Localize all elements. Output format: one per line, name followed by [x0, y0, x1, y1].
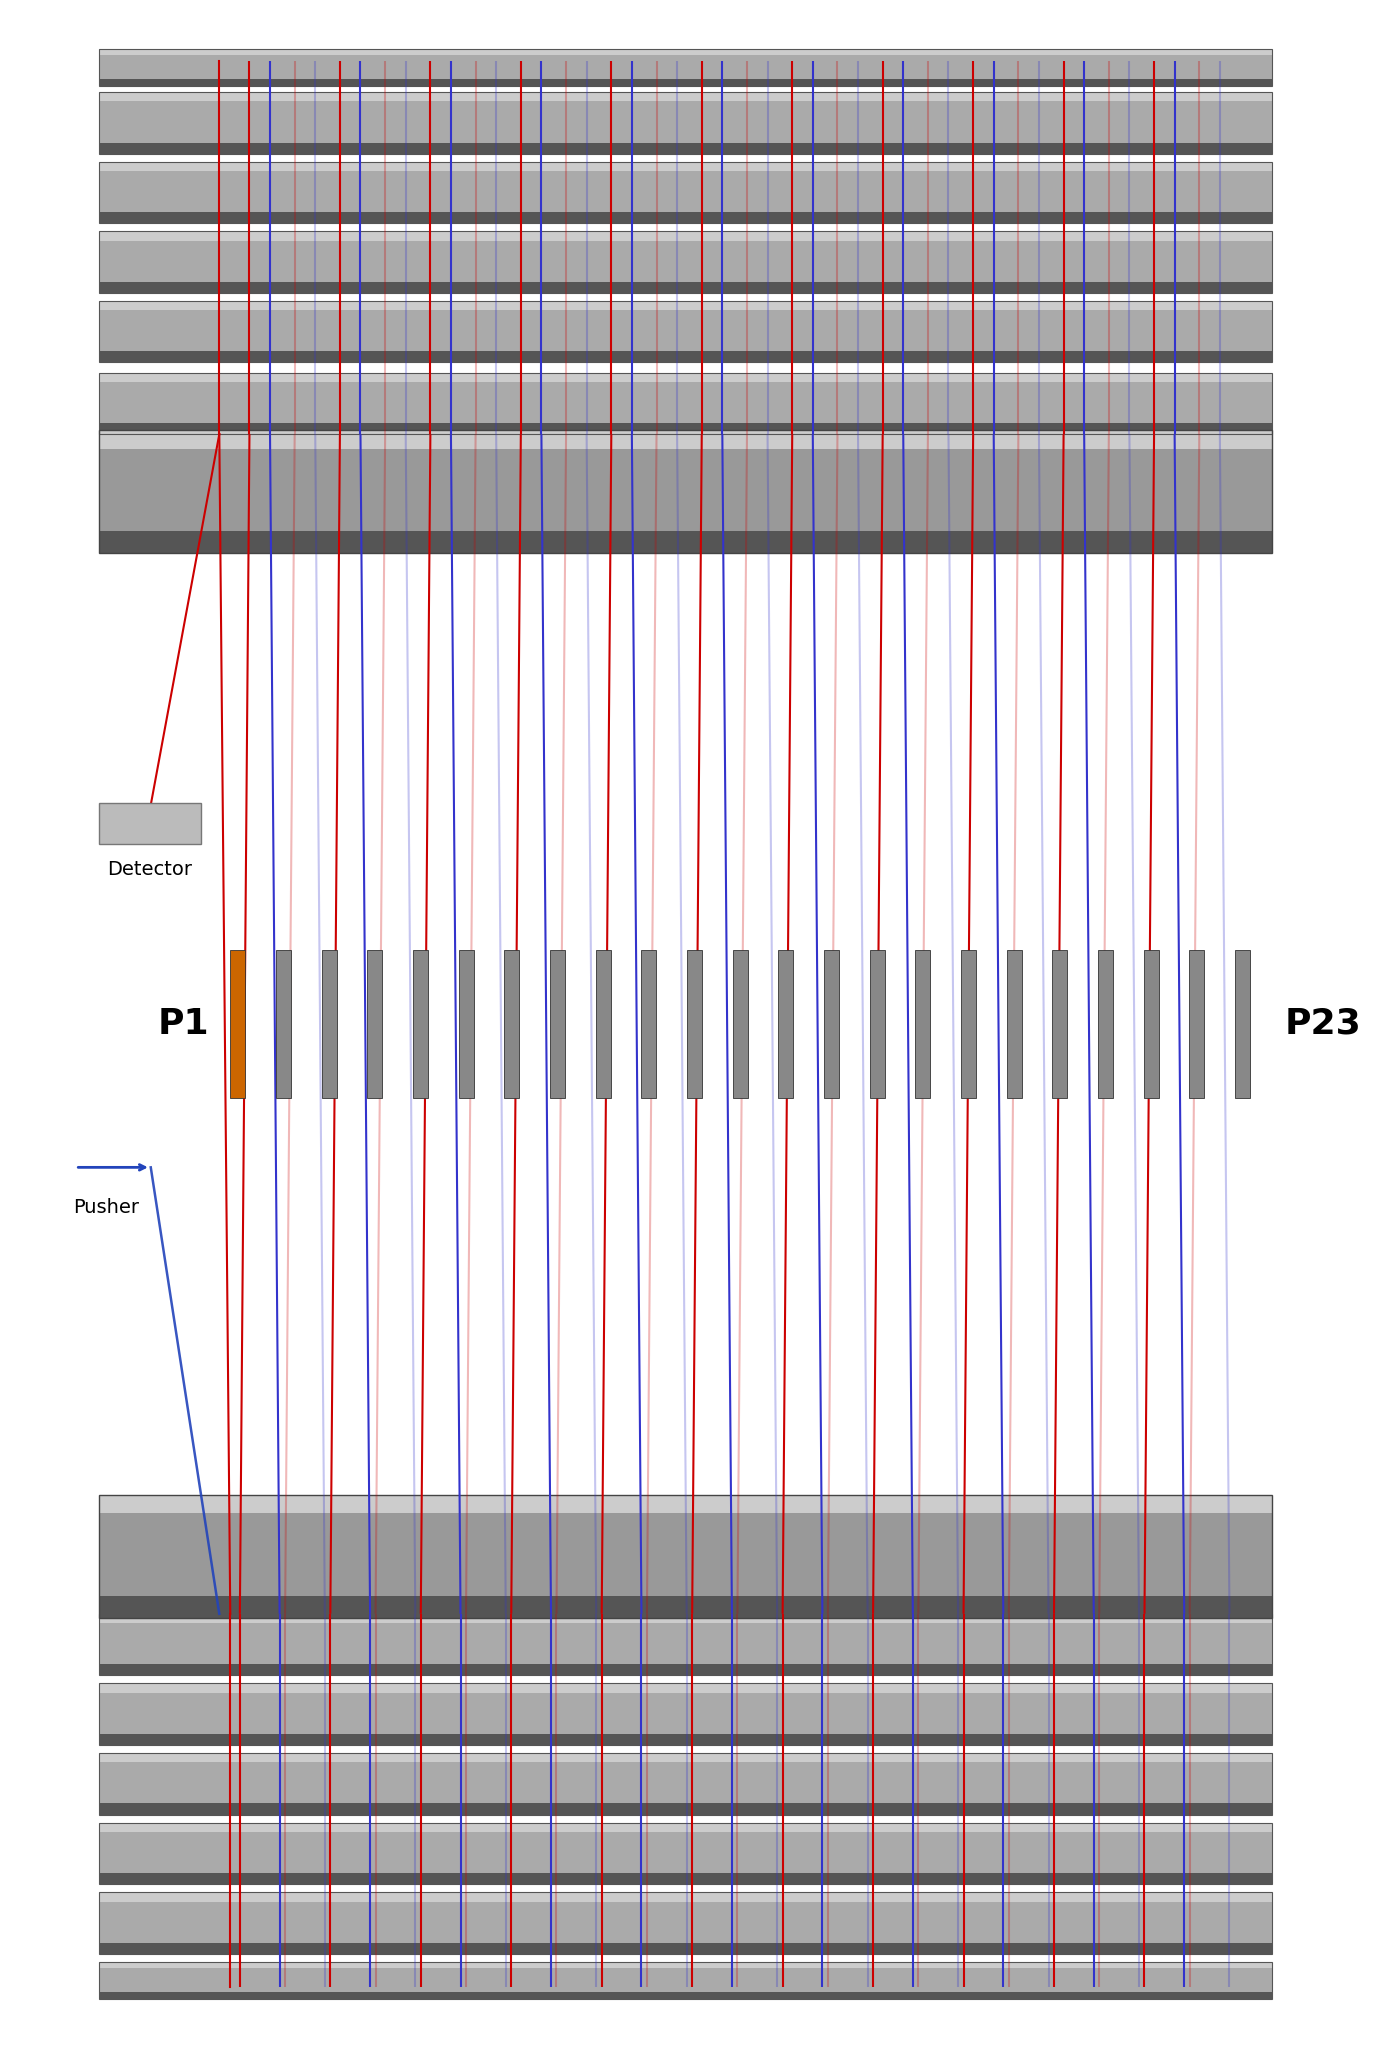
Bar — [99, 530, 1272, 553]
Bar — [99, 301, 1272, 362]
Bar — [99, 1892, 1272, 1954]
Text: P23: P23 — [1285, 1008, 1361, 1040]
Bar — [99, 1804, 1272, 1815]
Bar — [596, 950, 611, 1098]
Bar — [230, 950, 246, 1098]
Bar — [99, 1892, 1272, 1954]
Bar — [915, 950, 930, 1098]
Bar — [824, 950, 839, 1098]
Bar — [322, 950, 337, 1098]
Bar — [960, 950, 976, 1098]
Bar — [551, 950, 564, 1098]
Bar — [99, 231, 1272, 240]
Bar — [99, 92, 1272, 100]
Bar — [99, 162, 1272, 223]
Bar — [99, 1614, 1272, 1675]
Bar — [99, 1753, 1272, 1761]
Bar — [99, 1962, 1272, 1999]
Bar — [99, 1683, 1272, 1745]
Bar — [733, 950, 748, 1098]
Bar — [276, 950, 291, 1098]
Bar — [99, 1665, 1272, 1675]
Bar — [99, 430, 1272, 553]
Bar — [458, 950, 473, 1098]
Bar — [99, 1944, 1272, 1954]
Bar — [99, 1735, 1272, 1745]
Bar — [99, 92, 1272, 154]
Bar — [99, 1495, 1272, 1618]
Bar — [99, 283, 1272, 293]
Bar — [99, 301, 1272, 309]
Bar — [99, 49, 1272, 86]
Bar — [99, 803, 201, 844]
Bar — [778, 950, 794, 1098]
Bar — [99, 1874, 1272, 1884]
Bar — [99, 373, 1272, 434]
Bar — [1144, 950, 1159, 1098]
Bar — [99, 352, 1272, 362]
Bar — [99, 143, 1272, 154]
Bar — [99, 1595, 1272, 1618]
Bar — [1235, 950, 1250, 1098]
Bar — [99, 1892, 1272, 1901]
Bar — [99, 1495, 1272, 1618]
Bar — [99, 213, 1272, 223]
Bar — [1190, 950, 1205, 1098]
Bar — [1053, 950, 1067, 1098]
Bar — [367, 950, 382, 1098]
Bar — [99, 1962, 1272, 1999]
Bar — [99, 430, 1272, 553]
Bar — [99, 373, 1272, 434]
Bar — [99, 1614, 1272, 1675]
Bar — [99, 1993, 1272, 1999]
Bar — [99, 373, 1272, 381]
Bar — [99, 1683, 1272, 1692]
Bar — [99, 301, 1272, 362]
Bar — [99, 231, 1272, 293]
Bar — [99, 162, 1272, 223]
Bar — [99, 1683, 1272, 1745]
Bar — [99, 430, 1272, 449]
Bar — [1006, 950, 1021, 1098]
Text: Detector: Detector — [108, 860, 193, 879]
Bar — [869, 950, 885, 1098]
Bar — [99, 1962, 1272, 1968]
Bar — [504, 950, 519, 1098]
Bar — [99, 1495, 1272, 1513]
Bar — [413, 950, 428, 1098]
Bar — [99, 1823, 1272, 1831]
Bar — [99, 1753, 1272, 1815]
Text: P1: P1 — [159, 1008, 210, 1040]
Bar — [99, 162, 1272, 170]
Bar — [99, 424, 1272, 434]
Bar — [99, 92, 1272, 154]
Bar — [1098, 950, 1114, 1098]
Bar — [99, 49, 1272, 55]
Bar — [99, 231, 1272, 293]
Bar — [99, 1614, 1272, 1622]
Bar — [642, 950, 657, 1098]
Text: Pusher: Pusher — [73, 1198, 138, 1217]
Bar — [687, 950, 702, 1098]
Bar — [99, 1823, 1272, 1884]
Bar — [99, 1753, 1272, 1815]
Bar — [99, 49, 1272, 86]
Bar — [99, 1823, 1272, 1884]
Bar — [99, 80, 1272, 86]
